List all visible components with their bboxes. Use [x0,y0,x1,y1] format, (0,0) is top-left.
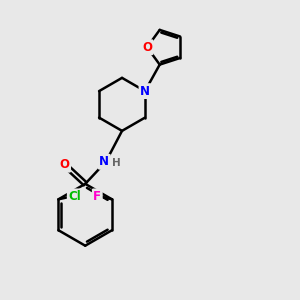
Text: H: H [112,158,121,168]
Text: N: N [99,155,110,168]
Text: O: O [142,41,152,54]
Text: O: O [60,158,70,171]
Text: N: N [140,85,150,98]
Text: Cl: Cl [68,190,81,203]
Text: F: F [93,190,101,203]
